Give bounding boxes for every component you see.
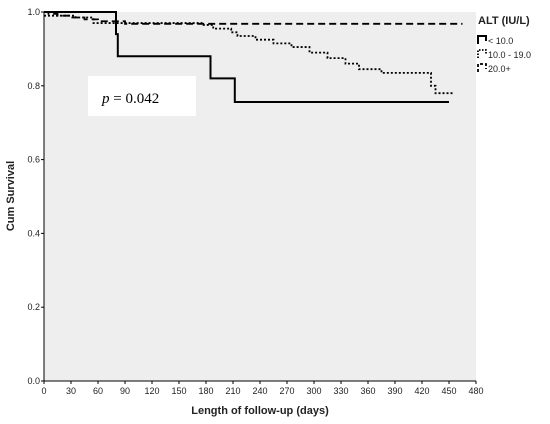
y-tick-label: 0.0 bbox=[27, 376, 40, 386]
legend-entry-2: 10.0 - 19.0 bbox=[488, 50, 531, 60]
x-tick-label: 240 bbox=[252, 386, 267, 396]
x-tick-label: 60 bbox=[93, 386, 103, 396]
x-tick-label: 30 bbox=[66, 386, 76, 396]
p-value-annotation: p = 0.042 bbox=[88, 76, 196, 116]
x-axis-title: Length of follow-up (days) bbox=[191, 405, 329, 417]
legend-title: ALT (IU/L) bbox=[478, 15, 530, 27]
legend-symbol-3 bbox=[477, 63, 487, 72]
x-tick-label: 180 bbox=[198, 386, 213, 396]
y-tick-label: 0.6 bbox=[27, 155, 40, 165]
legend-symbol-1 bbox=[477, 35, 487, 44]
series-layer bbox=[44, 11, 463, 104]
x-tick-label: 90 bbox=[120, 386, 130, 396]
p-value-text: = 0.042 bbox=[110, 91, 160, 107]
legend-entry-1: < 10.0 bbox=[488, 36, 513, 46]
x-tick-label: 360 bbox=[360, 386, 375, 396]
plot-area bbox=[44, 12, 476, 381]
x-tick-label: 450 bbox=[441, 386, 456, 396]
legend: ALT (IU/L) < 10.0 10.0 - 19.0 20.0+ bbox=[477, 15, 531, 74]
x-tick-label: 0 bbox=[41, 386, 46, 396]
svg-text:p = 0.042: p = 0.042 bbox=[101, 91, 159, 107]
x-tick-label: 420 bbox=[414, 386, 429, 396]
y-tick-group: 0.0 0.2 0.4 0.6 0.8 1.0 bbox=[27, 7, 44, 386]
x-tick-label: 210 bbox=[225, 386, 240, 396]
survival-curve-series-1 bbox=[44, 11, 449, 104]
x-tick-label: 390 bbox=[387, 386, 402, 396]
y-tick-label: 0.2 bbox=[27, 302, 40, 312]
survival-curve-series-3 bbox=[44, 11, 463, 25]
x-tick-label: 270 bbox=[279, 386, 294, 396]
y-tick-label: 1.0 bbox=[27, 7, 40, 17]
legend-symbol-2 bbox=[477, 49, 487, 58]
x-tick-label: 300 bbox=[306, 386, 321, 396]
y-tick-label: 0.4 bbox=[27, 228, 40, 238]
x-tick-label: 120 bbox=[144, 386, 159, 396]
x-tick-label: 150 bbox=[171, 386, 186, 396]
p-value-italic: p bbox=[101, 91, 110, 107]
x-tick-label: 330 bbox=[333, 386, 348, 396]
y-tick-label: 0.8 bbox=[27, 81, 40, 91]
y-axis-title: Cum Survival bbox=[5, 161, 17, 231]
x-tick-group: 0 30 60 90 120 150 180 210 240 270 300 330 360 390 420… bbox=[41, 381, 484, 396]
legend-entry-3: 20.0+ bbox=[488, 64, 511, 74]
x-tick-label: 480 bbox=[468, 386, 483, 396]
